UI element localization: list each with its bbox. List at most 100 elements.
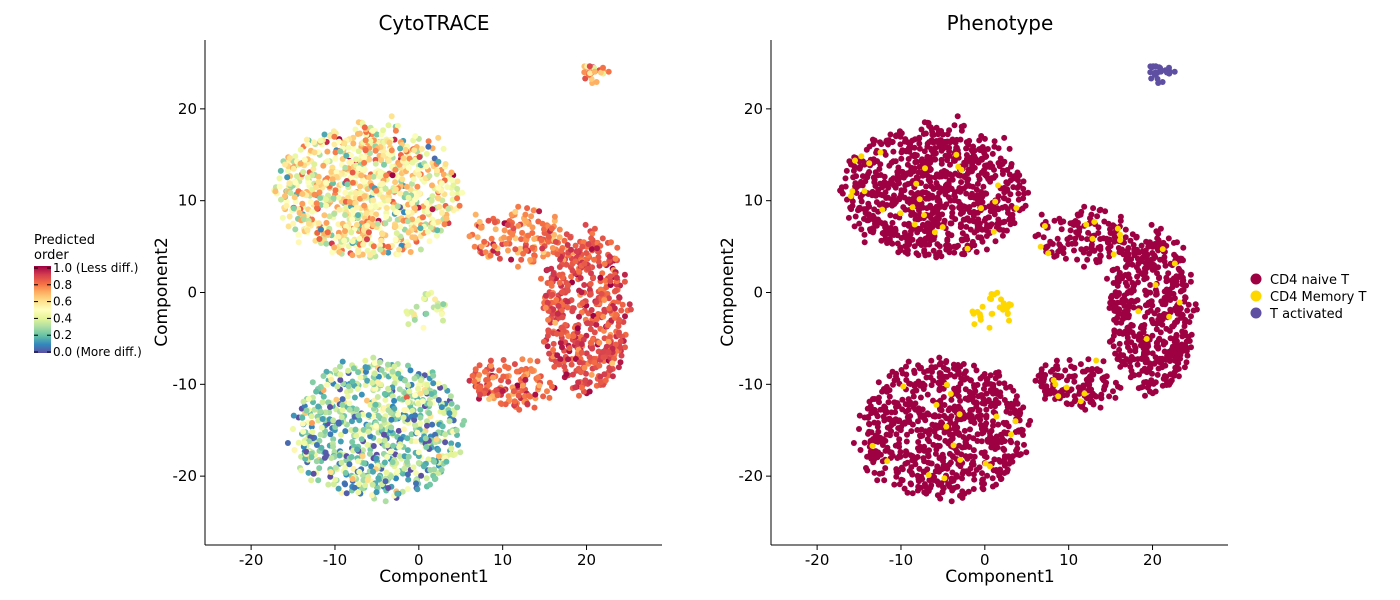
- phenotype-point: [866, 169, 873, 175]
- phenotype-point: [1071, 373, 1078, 379]
- cytotrace-point: [409, 159, 416, 166]
- cytotrace-point: [299, 191, 306, 197]
- phenotype-point: [1147, 307, 1154, 314]
- phenotype-point: [912, 216, 919, 223]
- phenotype-point: [1186, 319, 1193, 325]
- phenotype-point: [979, 373, 986, 380]
- cytotrace-point: [416, 154, 423, 160]
- phenotype-point: [886, 393, 893, 400]
- cytotrace-point: [615, 364, 622, 371]
- cytotrace-point: [388, 147, 395, 154]
- phenotype-point: [981, 423, 988, 430]
- cytotrace-point: [580, 239, 587, 246]
- cytotrace-point: [409, 407, 416, 414]
- cytotrace-point: [477, 391, 483, 398]
- phenotype-point: [895, 425, 902, 432]
- phenotype-point: [1192, 301, 1199, 308]
- cytotrace-point: [350, 145, 357, 152]
- phenotype-point: [947, 371, 954, 378]
- cytotrace-point: [354, 446, 361, 453]
- phenotype-point: [1111, 233, 1118, 240]
- cytotrace-point: [442, 439, 449, 446]
- phenotype-point: [905, 156, 912, 162]
- phenotype-point: [966, 158, 972, 164]
- phenotype-point: [941, 402, 948, 408]
- phenotype-point: [850, 167, 857, 174]
- cytotrace-point: [612, 341, 619, 348]
- cytotrace-point: [395, 427, 402, 434]
- phenotype-point: [951, 249, 958, 256]
- phenotype-point: [1151, 360, 1158, 367]
- cytotrace-point: [418, 472, 425, 479]
- phenotype-point: [896, 196, 903, 203]
- phenotype-point: [1106, 393, 1113, 400]
- cytotrace-point: [505, 393, 512, 400]
- cytotrace-point: [518, 236, 525, 243]
- phenotype-point: [887, 212, 894, 219]
- cytotrace-point: [407, 367, 414, 374]
- phenotype-point: [973, 186, 980, 193]
- phenotype-point: [879, 458, 886, 465]
- phenotype-point: [908, 180, 915, 187]
- cytotrace-point: [372, 401, 379, 408]
- cytotrace-point: [583, 250, 590, 256]
- phenotype-point: [981, 150, 988, 157]
- cytotrace-point: [338, 431, 344, 438]
- cytotrace-point: [318, 424, 325, 431]
- phenotype-point: [893, 132, 900, 139]
- phenotype-point: [1076, 388, 1083, 395]
- cytotrace-point: [612, 255, 619, 262]
- phenotype-point: [884, 240, 890, 246]
- cytotrace-point: [349, 439, 356, 445]
- phenotype-point: [1112, 350, 1119, 357]
- phenotype-point: [915, 418, 921, 425]
- cytotrace-point: [608, 239, 614, 246]
- cytotrace-point: [355, 148, 362, 155]
- cytotrace-point: [554, 310, 561, 317]
- cytotrace-point: [550, 346, 557, 353]
- cytotrace-point: [385, 249, 392, 256]
- cytotrace-point: [341, 140, 348, 147]
- cytotrace-point: [367, 138, 374, 144]
- cytotrace-point: [388, 113, 395, 120]
- cytotrace-point: [349, 238, 356, 245]
- cytotrace-point: [368, 463, 375, 470]
- phenotype-point: [920, 455, 927, 462]
- cytotrace-point: [593, 299, 600, 305]
- phenotype-point: [964, 375, 970, 382]
- cytotrace-point: [357, 183, 364, 190]
- cytotrace-point: [584, 320, 591, 327]
- phenotype-point: [931, 428, 938, 435]
- cytotrace-point: [296, 210, 303, 216]
- cytotrace-point: [606, 253, 613, 260]
- phenotype-point: [852, 157, 858, 164]
- phenotype-point: [961, 173, 968, 179]
- phenotype-point: [1126, 256, 1133, 263]
- phenotype-point: [852, 213, 859, 220]
- cytotrace-point: [601, 306, 608, 313]
- cytotrace-point: [434, 195, 441, 201]
- phenotype-point: [877, 180, 884, 187]
- phenotype-point: [1114, 265, 1121, 272]
- phenotype-point: [1124, 261, 1131, 268]
- phenotype-point: [838, 188, 845, 195]
- cytotrace-point: [587, 291, 594, 298]
- phenotype-point: [895, 164, 902, 171]
- phenotype-point: [936, 443, 943, 449]
- phenotype-point: [1035, 372, 1042, 379]
- phenotype-point: [1135, 279, 1141, 286]
- colorbar-tick-label: 0.4: [53, 311, 72, 325]
- phenotype-point: [983, 225, 990, 232]
- cytotrace-point: [515, 392, 522, 399]
- cytotrace-point: [424, 418, 430, 425]
- cytotrace-point: [446, 410, 453, 417]
- cytotrace-point: [448, 400, 455, 407]
- phenotype-point: [1185, 301, 1192, 308]
- cytotrace-point: [355, 249, 362, 256]
- phenotype-point: [897, 449, 904, 455]
- cytotrace-point: [597, 274, 604, 281]
- phenotype-point: [898, 187, 905, 194]
- phenotype-point: [858, 226, 865, 233]
- phenotype-point: [921, 148, 928, 155]
- phenotype-point: [958, 451, 965, 458]
